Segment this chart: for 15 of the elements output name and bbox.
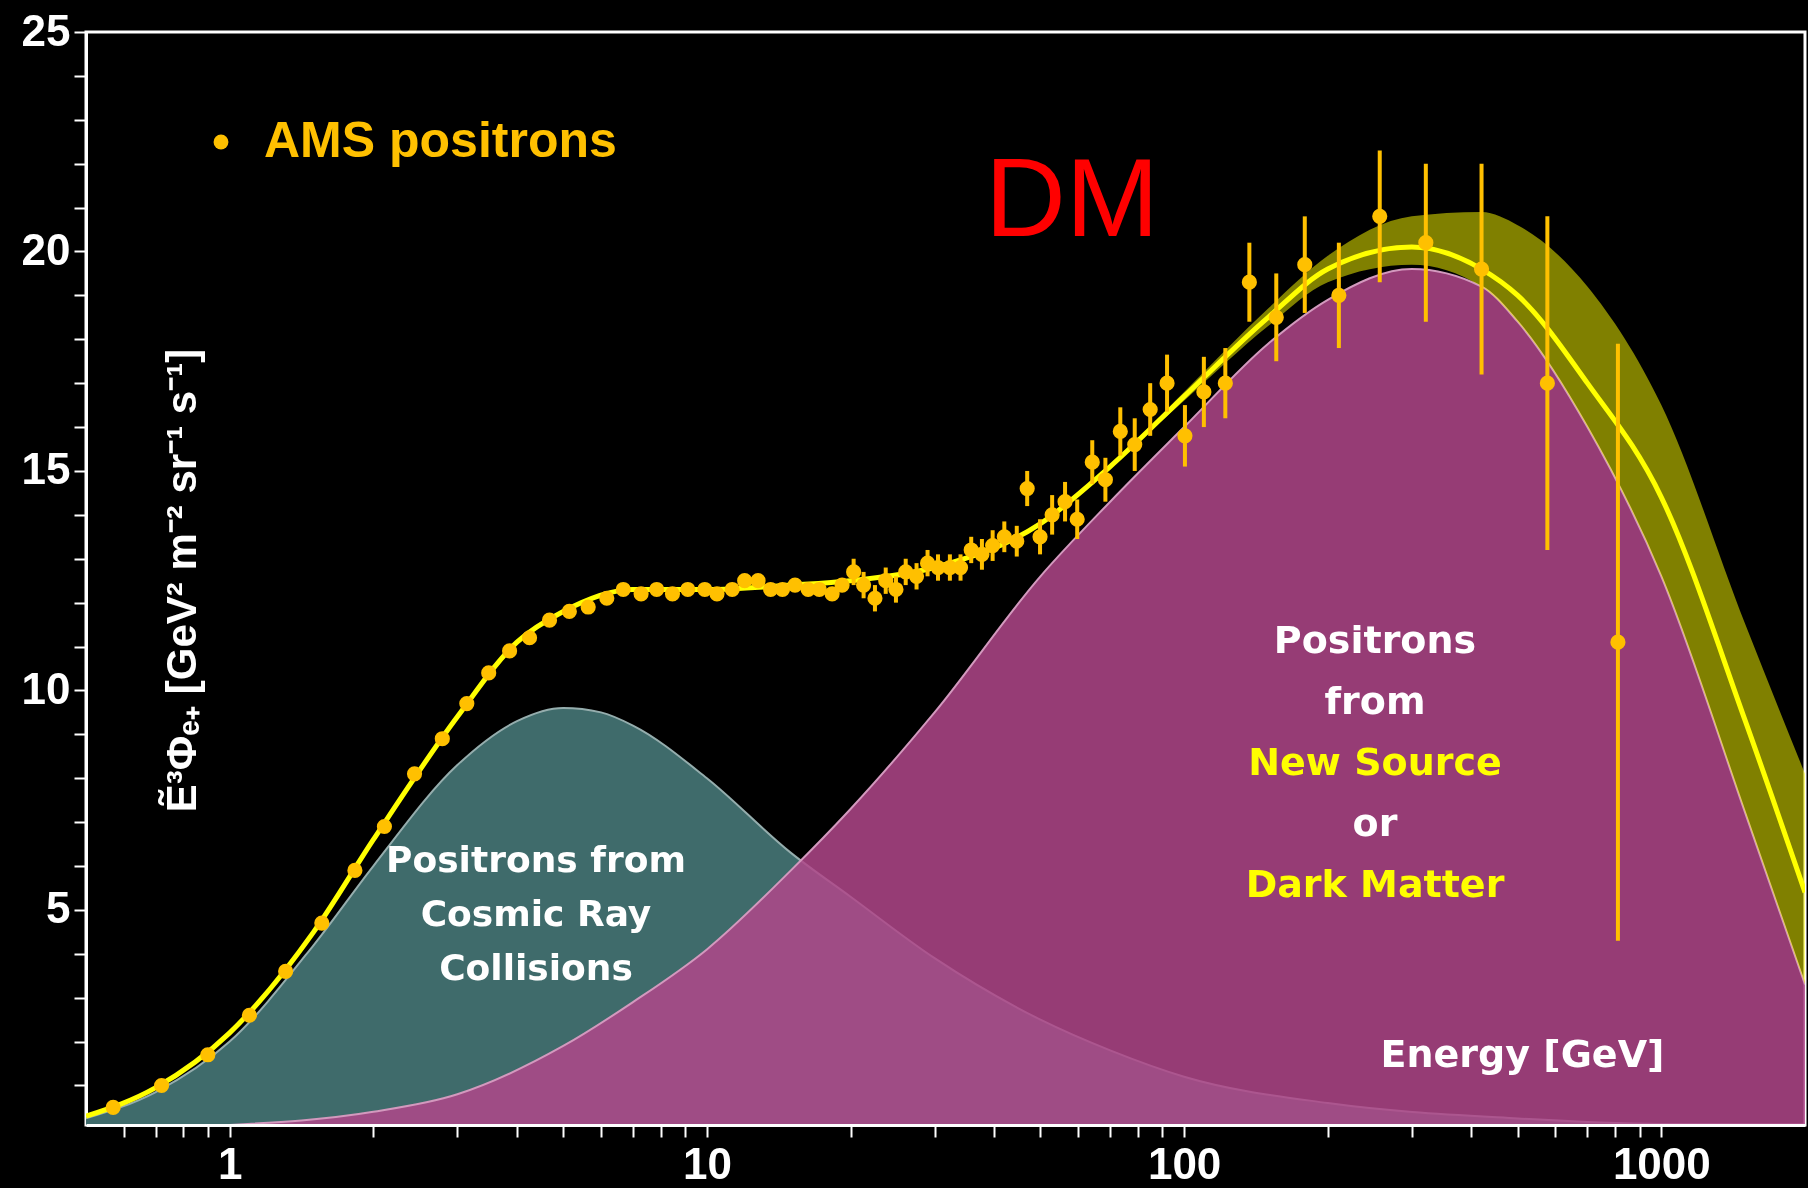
x-tick-label: 100 [1147, 1138, 1222, 1188]
y-axis-title: Ẽ³Φₑ₊ [GeV² m⁻² sr⁻¹ s⁻¹] [157, 348, 205, 813]
y-tick-label: 5 [46, 883, 71, 933]
x-tick-label: 10 [682, 1138, 732, 1188]
y-tick-label: 20 [21, 224, 71, 274]
y-tick-label: 15 [21, 444, 71, 494]
x-axis-title: Energy [GeV] [1380, 1031, 1665, 1076]
x-tick-label: 1 [217, 1138, 243, 1188]
x-tick-label: 1000 [1612, 1138, 1711, 1188]
legend-label: AMS positrons [264, 112, 617, 168]
annotation: DM [984, 135, 1160, 260]
annotation: Positrons from Cosmic Ray Collisions [386, 839, 686, 988]
y-tick-label: 25 [21, 5, 71, 55]
annotation: Positrons from New Source or Dark Matter [1245, 618, 1505, 906]
y-tick-label: 10 [21, 663, 71, 713]
